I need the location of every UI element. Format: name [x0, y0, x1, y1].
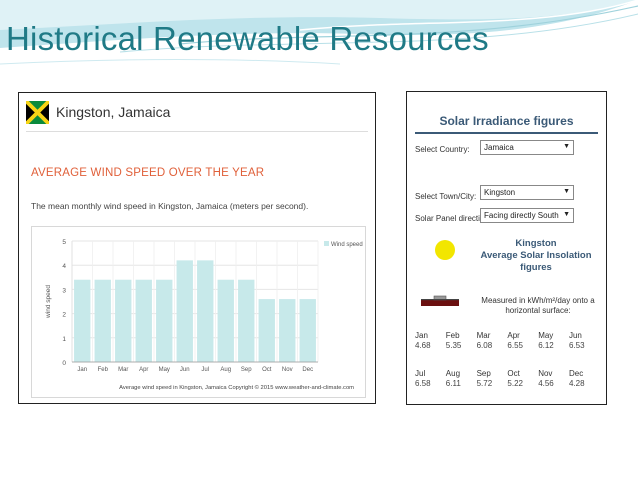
wind-speed-panel: Kingston, Jamaica AVERAGE WIND SPEED OVE… — [18, 92, 376, 404]
months-row-2: Jul Aug Sep Oct Nov Dec — [415, 369, 600, 379]
town-label: Select Town/City: — [415, 192, 477, 201]
y-tick-label: 2 — [62, 312, 66, 319]
y-tick-label: 0 — [62, 360, 66, 367]
solar-title: Solar Irradiance figures — [439, 114, 574, 128]
month-label: Jul — [415, 369, 426, 378]
country-value: Jamaica — [484, 143, 514, 152]
x-tick-label: Apr — [139, 367, 148, 373]
sun-icon — [435, 240, 455, 260]
legend-label: Wind speed — [331, 242, 363, 248]
insolation-value: 6.08 — [476, 341, 493, 350]
values-row-1: 4.68 5.35 6.08 6.55 6.12 6.53 — [415, 341, 600, 351]
wind-bar — [299, 299, 316, 362]
wind-description: The mean monthly wind speed in Kingston,… — [31, 201, 309, 211]
wind-bar — [74, 279, 91, 362]
insolation-value: 4.28 — [568, 379, 585, 388]
wind-bar — [217, 279, 234, 362]
insolation-value: 6.12 — [538, 341, 554, 350]
wind-bar — [94, 279, 111, 362]
month-label: Apr — [507, 331, 520, 340]
direction-select[interactable]: Facing directly South ▼ — [480, 208, 574, 223]
wind-chart-svg: 0 1 2 3 4 5 Jan Feb Mar Apr May Jun Jul Aug Sep Oct Nov D… — [45, 239, 363, 391]
solar-panel: Solar Irradiance figures Select Country:… — [406, 91, 607, 405]
insolation-value: 5.72 — [476, 379, 493, 388]
wind-chart: 0 1 2 3 4 5 Jan Feb Mar Apr May Jun Jul Aug Sep Oct Nov D… — [31, 226, 366, 398]
location-name: Kingston, Jamaica — [56, 104, 171, 120]
x-tick-label: Feb — [98, 367, 109, 373]
months-row-1: Jan Feb Mar Apr May Jun — [415, 331, 600, 341]
values-row-2: 6.58 6.11 5.72 5.22 4.56 4.28 — [415, 379, 600, 389]
town-value: Kingston — [484, 188, 516, 197]
slide-title: Historical Renewable Resources — [6, 20, 489, 57]
direction-value: Facing directly South — [484, 211, 559, 220]
month-label: Nov — [538, 369, 553, 378]
month-label: Jun — [568, 331, 582, 340]
insolation-heading: Average Solar Insolation — [480, 250, 592, 261]
dropdown-arrow-icon: ▼ — [563, 188, 570, 195]
x-tick-label: Nov — [282, 367, 293, 373]
solar-panel-icon — [421, 295, 459, 306]
wind-bar — [156, 279, 173, 362]
dropdown-arrow-icon: ▼ — [563, 143, 570, 150]
x-tick-label: Jun — [180, 367, 190, 373]
jamaica-flag-icon — [26, 100, 49, 124]
x-tick-label: Jul — [201, 367, 209, 373]
month-label: Mar — [476, 331, 491, 340]
direction-label: Solar Panel direction: — [415, 214, 492, 223]
y-tick-label: 3 — [62, 287, 66, 294]
x-tick-label: May — [159, 367, 170, 373]
month-label: Feb — [445, 331, 460, 340]
insolation-value: 6.58 — [415, 379, 431, 388]
x-tick-label: Jan — [77, 367, 87, 373]
wind-bar — [176, 260, 193, 362]
country-label: Select Country: — [415, 145, 470, 154]
dropdown-arrow-icon: ▼ — [563, 211, 570, 218]
month-label: Sep — [476, 369, 491, 378]
insolation-value: 4.56 — [538, 379, 554, 388]
measured-text: Measured in kWh/m²/day onto a horizontal… — [481, 296, 595, 315]
divider — [26, 131, 368, 132]
insolation-value: 5.22 — [507, 379, 523, 388]
insolation-value: 6.53 — [568, 341, 585, 350]
month-label: May — [538, 331, 554, 340]
y-tick-label: 1 — [62, 336, 66, 343]
x-tick-label: Sep — [241, 367, 252, 373]
insolation-city: Kingston — [515, 238, 557, 249]
wind-section-title: AVERAGE WIND SPEED OVER THE YEAR — [31, 167, 265, 179]
x-tick-label: Oct — [262, 367, 272, 373]
solar-title-rule — [415, 132, 598, 134]
x-tick-label: Mar — [118, 367, 128, 373]
month-label: Aug — [445, 369, 461, 378]
insolation-figures: figures — [520, 262, 552, 273]
legend-swatch — [324, 241, 329, 246]
wind-bar — [135, 279, 152, 362]
y-tick-label: 4 — [62, 263, 66, 270]
town-select[interactable]: Kingston ▼ — [480, 185, 574, 200]
x-tick-label: Dec — [302, 367, 313, 373]
y-axis-label: wind speed — [45, 285, 52, 319]
insolation-title: Kingston Average Solar Insolation figure… — [477, 238, 595, 274]
header-swoosh — [0, 0, 638, 65]
insolation-table: Jan Feb Mar Apr May Jun 4.68 5.35 6.08 6… — [415, 331, 600, 389]
wind-bar — [197, 260, 214, 362]
chart-caption: Average wind speed in Kingston, Jamaica … — [119, 384, 354, 391]
month-label: Dec — [568, 369, 584, 378]
month-label: Jan — [415, 331, 428, 340]
month-label: Oct — [507, 369, 520, 378]
insolation-value: 5.35 — [445, 341, 462, 350]
insolation-value: 6.11 — [445, 379, 461, 388]
wind-bar — [279, 299, 296, 362]
y-tick-label: 5 — [62, 239, 66, 246]
insolation-value: 6.55 — [507, 341, 523, 350]
location-header: Kingston, Jamaica — [26, 99, 170, 125]
x-tick-label: Aug — [220, 367, 231, 373]
wind-bar — [258, 299, 275, 362]
insolation-value: 4.68 — [415, 341, 431, 350]
country-select[interactable]: Jamaica ▼ — [480, 140, 574, 155]
wind-bar — [115, 279, 132, 362]
wind-bar — [238, 279, 255, 362]
